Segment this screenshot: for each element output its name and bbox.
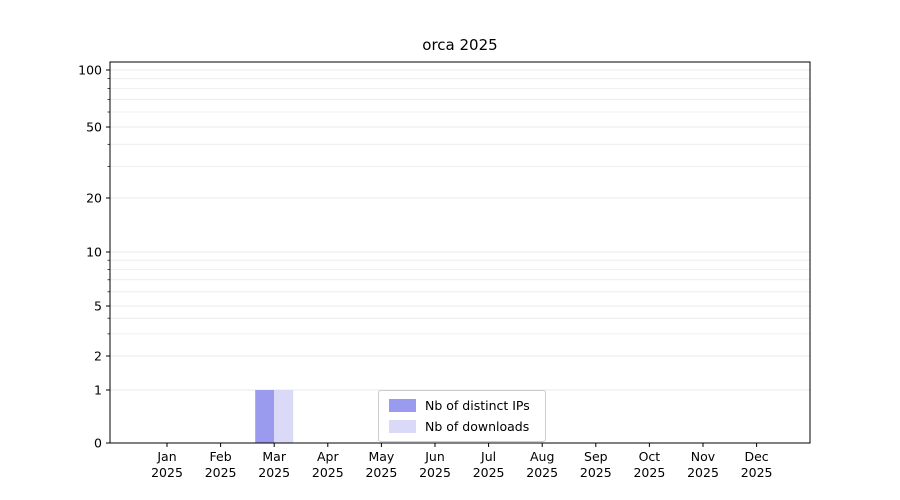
y-tick-label: 10 <box>86 245 102 260</box>
x-tick-label: Feb 2025 <box>205 449 237 480</box>
legend-box: Nb of distinct IPs Nb of downloads <box>378 390 546 442</box>
y-tick-label: 20 <box>86 191 102 206</box>
chart-title: orca 2025 <box>422 36 498 54</box>
y-tick-label: 5 <box>94 299 102 314</box>
x-tick-label: Oct 2025 <box>633 449 665 480</box>
y-tick-label: 0 <box>94 436 102 451</box>
bar-distinct-ips-mar <box>255 390 275 443</box>
legend-item-distinct-ips: Nb of distinct IPs <box>389 398 535 413</box>
y-tick-label: 50 <box>86 120 102 135</box>
legend-label-distinct-ips: Nb of distinct IPs <box>425 398 530 413</box>
legend-item-downloads: Nb of downloads <box>389 419 535 434</box>
legend-swatch-distinct-ips <box>389 399 416 412</box>
x-tick-label: Mar 2025 <box>258 449 290 480</box>
x-tick-label: Nov 2025 <box>687 449 719 480</box>
x-tick-label: Sep 2025 <box>580 449 612 480</box>
y-tick-label: 2 <box>94 349 102 364</box>
legend-swatch-downloads <box>389 420 416 433</box>
x-tick-label: Jul 2025 <box>473 449 505 480</box>
bar-downloads-mar <box>274 390 294 443</box>
x-tick-label: Jun 2025 <box>419 449 451 480</box>
plot-border <box>109 61 811 444</box>
legend-label-downloads: Nb of downloads <box>425 419 530 434</box>
x-tick-label: Dec 2025 <box>741 449 773 480</box>
y-tick-label: 1 <box>94 383 102 398</box>
x-tick-label: Aug 2025 <box>526 449 558 480</box>
y-tick-label: 100 <box>78 63 102 78</box>
x-tick-label: Apr 2025 <box>312 449 344 480</box>
x-tick-label: Jan 2025 <box>151 449 183 480</box>
x-tick-label: May 2025 <box>365 449 397 480</box>
